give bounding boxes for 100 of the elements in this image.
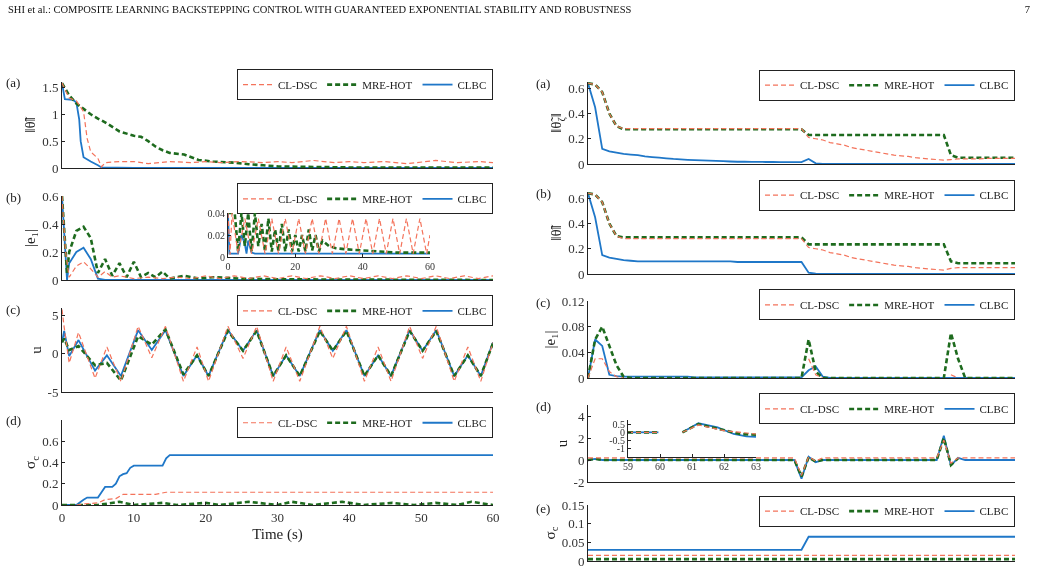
y-axis-title: u (27, 345, 44, 354)
legend-label: CL-DSC (800, 189, 840, 202)
y-tick-label: 0 (51, 160, 59, 176)
y-tick-label: 2 (577, 430, 585, 446)
y-tick-label: 0 (577, 370, 585, 386)
y-axis-title: ‖θ̃‖ (548, 224, 565, 241)
y-tick-label: 0.6 (568, 80, 585, 96)
legend-label: CL-DSC (278, 305, 318, 318)
y-tick-label: 0.15 (561, 497, 585, 513)
y-tick-label: 0.4 (568, 216, 585, 232)
legend-label: CL-DSC (278, 78, 318, 91)
x-tick-label: 40 (342, 509, 356, 525)
legend-label: MRE-HOT (884, 189, 935, 202)
chart-title: (b) (6, 190, 22, 205)
x-tick-label: 20 (290, 261, 301, 272)
y-tick-label: 0.2 (42, 476, 59, 492)
y-tick-label: 0.4 (42, 455, 59, 471)
legend-label: CLBC (457, 78, 487, 91)
y-tick-label: 0.2 (42, 244, 59, 260)
y-tick-label: 0.02 (207, 229, 225, 241)
legend-label: CLBC (457, 417, 487, 430)
y-tick-label: 0.6 (42, 433, 59, 449)
y-axis-title: |e₁| (22, 229, 39, 247)
text: 7 (1024, 4, 1030, 15)
y-tick-label: 1 (51, 106, 59, 122)
legend-label: CLBC (979, 403, 1009, 416)
y-tick-label: 0.4 (42, 216, 59, 232)
legend-label: CLBC (457, 193, 487, 206)
y-tick-label: 0.08 (561, 319, 585, 335)
y-tick-label: 0.2 (568, 241, 585, 257)
x-tick-label: 40 (357, 261, 368, 272)
legend-label: MRE-HOT (884, 505, 935, 518)
x-tick-label: 20 (199, 509, 213, 525)
legend-label: CLBC (979, 189, 1009, 202)
y-tick-label: 0 (577, 553, 585, 569)
legend-label: MRE-HOT (884, 299, 935, 312)
chart-title: (a) (6, 75, 21, 90)
legend-label: CL-DSC (800, 505, 840, 518)
legend-label: CLBC (979, 79, 1009, 92)
y-tick-label: -2 (573, 474, 585, 490)
y-axis-title: |e₁| (541, 330, 558, 349)
y-axis-title: u (553, 439, 570, 448)
legend-label: CLBC (979, 299, 1009, 312)
y-tick-label: 0 (51, 272, 59, 288)
legend-label: CL-DSC (278, 193, 318, 206)
x-tick-label: 30 (271, 509, 284, 525)
chart-title: (c) (536, 295, 551, 310)
chart-title: (e) (536, 501, 551, 516)
x-tick-label: 60 (655, 461, 665, 472)
legend-label: CL-DSC (278, 417, 318, 430)
line-series (62, 308, 493, 382)
legend-label: MRE-HOT (362, 305, 413, 318)
line-series (62, 82, 493, 168)
x-tick-label: 63 (751, 461, 761, 472)
x-tick-label: 50 (414, 509, 428, 525)
y-tick-label: 0.4 (568, 106, 585, 122)
chart-title: (c) (6, 302, 21, 317)
y-tick-label: 0.5 (612, 418, 625, 430)
chart-title: (d) (6, 413, 22, 428)
x-tick-label: 60 (486, 509, 500, 525)
y-tick-label: 0.5 (42, 133, 59, 149)
y-tick-label: 0.6 (42, 188, 59, 204)
legend-label: CL-DSC (800, 299, 840, 312)
x-tick-label: 10 (127, 509, 141, 525)
y-tick-label: 0.04 (207, 207, 225, 219)
y-tick-label: 0 (220, 251, 225, 263)
y-tick-label: 0.6 (568, 190, 585, 206)
y-tick-label: -5 (47, 384, 59, 400)
y-tick-label: 0.05 (561, 534, 585, 550)
y-tick-label: 5 (51, 308, 59, 324)
legend-label: CL-DSC (800, 403, 840, 416)
y-tick-label: 0 (51, 346, 59, 362)
legend-label: MRE-HOT (884, 403, 935, 416)
y-tick-label: 1.5 (42, 79, 59, 95)
y-tick-label: 0.2 (568, 131, 585, 147)
x-tick-label: 60 (425, 261, 435, 272)
legend-label: CLBC (457, 305, 487, 318)
x-tick-label: 62 (719, 461, 729, 472)
legend-label: MRE-HOT (884, 79, 935, 92)
chart-title: (b) (536, 186, 552, 201)
y-tick-label: 0 (577, 156, 585, 172)
y-tick-label: 4 (577, 408, 585, 424)
legend-label: MRE-HOT (362, 193, 413, 206)
y-axis-title: ‖θ̃‖ (22, 116, 39, 133)
x-tick-label: 61 (687, 461, 697, 472)
x-tick-label: 59 (623, 461, 633, 472)
line-series (75, 491, 493, 505)
legend-label: MRE-HOT (362, 78, 413, 91)
legend-label: CLBC (979, 505, 1009, 518)
y-tick-label: 0.04 (561, 344, 585, 360)
legend-label: CL-DSC (800, 79, 840, 92)
chart-title: (a) (536, 76, 551, 91)
chart-title: (d) (536, 399, 552, 414)
legend-label: MRE-HOT (362, 417, 413, 430)
y-tick-label: 0.12 (561, 293, 585, 309)
y-tick-label: 0.1 (568, 516, 585, 532)
line-series (588, 436, 960, 478)
line-series (62, 196, 493, 280)
y-tick-label: 0 (51, 497, 59, 513)
x-axis-title: Time (s) (252, 525, 303, 543)
